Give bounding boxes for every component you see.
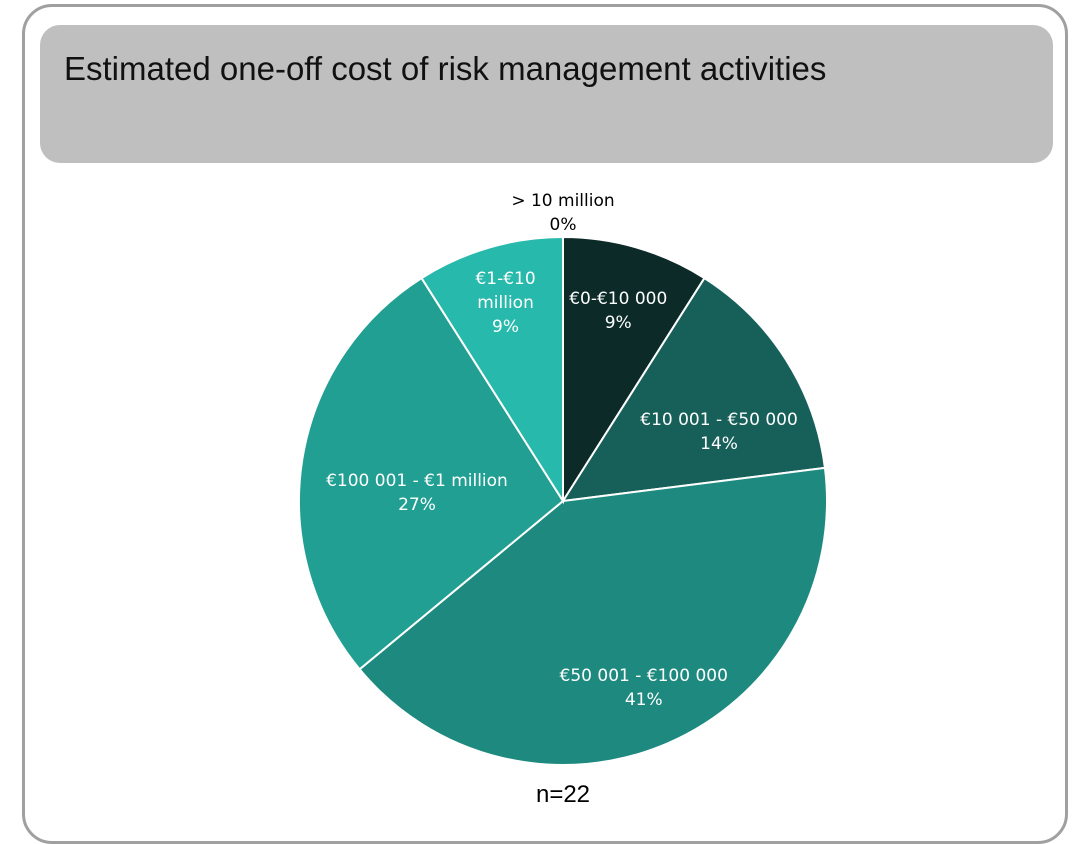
category-label: €100 001 - €1 million [326, 470, 508, 491]
pie-slice [420, 235, 564, 505]
category-label: > 10 million [511, 190, 615, 211]
value-label: 27% [398, 494, 436, 515]
note: n=22 [535, 781, 591, 808]
slice-label: €1-€10 million 9% [461, 267, 551, 339]
slice-label: €0-€10 000 9% [569, 287, 667, 335]
pie-slice [298, 276, 565, 671]
slice-label: €10 001 - €50 000 14% [640, 408, 798, 456]
title-box [40, 25, 1053, 163]
pie-slice [561, 276, 827, 503]
slice-label: €50 001 - €100 000 41% [560, 664, 728, 712]
value-label: 0% [549, 214, 577, 235]
slice-label: €100 001 - €1 million 27% [326, 469, 508, 517]
category-label: €50 001 - €100 000 [559, 665, 728, 686]
category-label: €1-€10 million [475, 269, 536, 314]
value-label: 41% [624, 689, 663, 710]
value-label: 9% [604, 312, 632, 333]
value-label: 9% [492, 317, 520, 338]
chart-title: Estimated one-off cost of risk managemen… [64, 50, 827, 87]
category-label: €0-€10 000 [569, 288, 668, 309]
value-label: 14% [700, 433, 738, 454]
category-label: €10 001 - €50 000 [640, 409, 798, 430]
pie-slice [358, 466, 828, 766]
slice-label: > 10 million 0% [511, 189, 614, 237]
pie-slice [562, 235, 706, 505]
